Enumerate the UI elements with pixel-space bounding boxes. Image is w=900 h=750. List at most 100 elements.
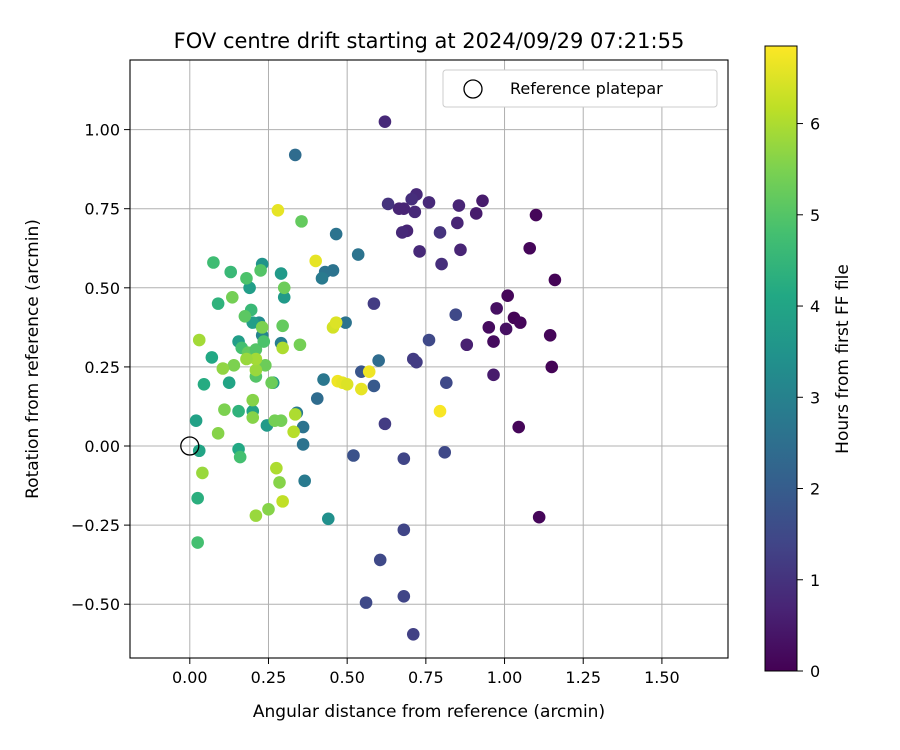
data-point [211, 427, 225, 440]
data-point [406, 627, 420, 641]
data-point [476, 194, 489, 208]
data-point [487, 368, 500, 382]
data-point [317, 373, 330, 386]
data-point [309, 254, 322, 268]
colorbar-tick-label: 0 [810, 662, 820, 681]
data-point [274, 414, 288, 427]
data-point [451, 216, 464, 230]
y-axis-label: Rotation from reference (arcmin) [23, 219, 43, 499]
data-point [381, 197, 395, 211]
data-point [273, 476, 286, 489]
data-point [329, 227, 343, 241]
data-point [196, 466, 209, 480]
data-point [321, 512, 335, 526]
data-point [490, 302, 503, 315]
data-point [197, 378, 211, 391]
y-tick-label: −0.50 [71, 595, 120, 614]
data-point [249, 343, 263, 356]
data-point [249, 509, 263, 522]
data-point [207, 256, 220, 269]
data-point [340, 378, 354, 391]
data-point [355, 382, 368, 396]
data-point [233, 450, 247, 464]
data-point [405, 192, 418, 206]
data-point [339, 316, 352, 329]
data-point [296, 438, 310, 451]
data-point [545, 360, 559, 374]
data-point [512, 420, 525, 434]
y-axis-ticks: −0.50 −0.25 0.00 0.25 0.50 0.75 1.00 [71, 121, 130, 614]
data-point [548, 273, 562, 287]
data-point [408, 205, 422, 219]
data-point [347, 449, 360, 462]
plot-background [130, 60, 728, 658]
legend-marker [463, 79, 483, 99]
x-tick-label: 0.00 [172, 668, 208, 687]
data-point [410, 355, 423, 369]
data-point [224, 265, 238, 279]
data-point [329, 316, 343, 329]
data-point [191, 491, 204, 505]
y-tick-label: 0.00 [84, 437, 120, 456]
y-tick-label: 0.50 [84, 279, 120, 298]
data-point [262, 502, 275, 516]
colorbar-gradient [764, 45, 798, 672]
data-point [189, 414, 203, 427]
data-point [246, 393, 260, 407]
data-point [501, 289, 514, 303]
data-point [440, 376, 453, 390]
data-point [487, 335, 500, 348]
data-point [449, 308, 463, 322]
data-point [249, 352, 263, 366]
data-point [288, 408, 302, 421]
data-point [191, 536, 204, 549]
y-tick-label: −0.25 [71, 516, 120, 535]
data-point [218, 403, 231, 416]
colorbar-tick-label: 4 [810, 297, 820, 316]
data-point [378, 115, 392, 128]
x-tick-label: 0.25 [251, 668, 287, 687]
data-point [287, 425, 300, 439]
y-tick-label: 1.00 [84, 121, 120, 140]
data-point [216, 362, 230, 375]
data-point [205, 351, 219, 364]
data-point [227, 359, 241, 372]
data-point [499, 322, 513, 336]
data-point [225, 291, 239, 304]
colorbar-tick-label: 3 [810, 388, 820, 407]
legend-label: Reference platepar [510, 79, 663, 98]
data-point [513, 316, 527, 329]
data-point [454, 243, 467, 257]
data-point [192, 444, 206, 458]
data-point [543, 328, 557, 342]
data-point [452, 199, 466, 212]
data-point [255, 321, 269, 334]
data-point [372, 354, 385, 367]
data-point [532, 510, 546, 524]
x-tick-label: 1.25 [565, 668, 601, 687]
data-point [270, 461, 283, 475]
data-point [277, 281, 291, 295]
data-point [435, 257, 448, 271]
y-tick-label: 0.75 [84, 200, 120, 219]
data-point [392, 202, 406, 216]
data-point [397, 452, 411, 465]
data-point [243, 281, 256, 295]
data-point [276, 341, 289, 355]
data-point [433, 404, 447, 418]
data-point [460, 338, 474, 352]
data-point [288, 148, 302, 162]
y-tick-label: 0.25 [84, 358, 120, 377]
plot-area: 0.00 0.25 0.50 0.75 1.00 1.25 1.50 −0.50 −0.25 0… [71, 59, 729, 687]
data-point [240, 352, 253, 366]
colorbar-tick-label: 5 [810, 206, 820, 225]
data-point [397, 590, 411, 603]
data-point [276, 495, 289, 508]
data-point [433, 226, 447, 239]
x-tick-label: 0.75 [408, 668, 444, 687]
colorbar-tick-label: 6 [810, 115, 820, 134]
data-point [298, 474, 311, 488]
x-tick-label: 1.50 [644, 668, 680, 687]
data-point [315, 272, 329, 285]
data-point [469, 207, 483, 220]
